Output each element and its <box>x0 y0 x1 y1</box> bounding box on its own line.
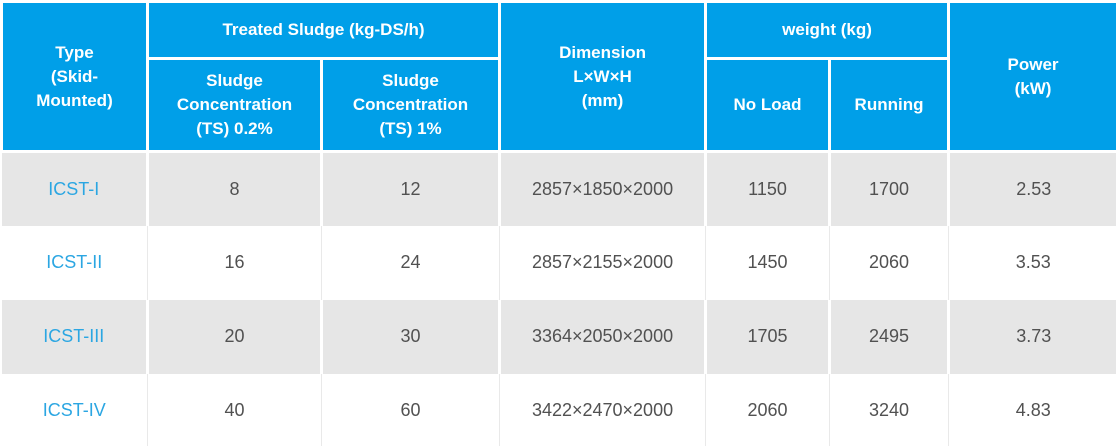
header-power: Power (kW) <box>947 0 1116 153</box>
cell-ts02: 16 <box>147 225 322 300</box>
cell-running: 1700 <box>829 151 951 226</box>
cell-dimension: 2857×2155×2000 <box>499 225 707 300</box>
cell-power: 3.73 <box>948 299 1116 374</box>
table-row-icst-2: ICST-II 16 24 2857×2155×2000 1450 2060 3… <box>1 225 1116 300</box>
cell-running: 2060 <box>829 225 950 300</box>
cell-running: 3240 <box>829 373 950 446</box>
cell-type: ICST-II <box>1 225 148 300</box>
table-body: ICST-I 8 12 2857×1850×2000 1150 1700 2.5… <box>1 151 1116 446</box>
header-treated-sludge: Treated Sludge (kg-DS/h) <box>145 0 502 60</box>
cell-running: 2495 <box>829 299 951 374</box>
cell-type: ICST-IV <box>1 373 148 446</box>
cell-ts02: 20 <box>147 299 323 374</box>
table-row-icst-3: ICST-III 20 30 3364×2050×2000 1705 2495 … <box>1 299 1116 374</box>
cell-no-load: 1705 <box>705 299 832 374</box>
cell-type: ICST-III <box>1 299 149 374</box>
header-weight: weight (kg) <box>704 0 951 60</box>
cell-power: 3.53 <box>948 225 1116 300</box>
header-sludge-concentration-02: Sludge Concentration (TS) 0.2% <box>146 57 323 153</box>
header-type: Type (Skid- Mounted) <box>0 0 149 153</box>
cell-no-load: 1150 <box>705 151 832 226</box>
cell-ts1: 12 <box>321 151 502 226</box>
cell-dimension: 2857×1850×2000 <box>499 151 708 226</box>
header-sludge-concentration-1: Sludge Concentration (TS) 1% <box>319 57 502 153</box>
header-running: Running <box>828 57 951 153</box>
table-row-icst-4: ICST-IV 40 60 3422×2470×2000 2060 3240 4… <box>1 373 1116 446</box>
cell-dimension: 3364×2050×2000 <box>499 299 708 374</box>
cell-ts1: 30 <box>321 299 502 374</box>
cell-ts1: 60 <box>321 373 501 446</box>
header-no-load: No Load <box>704 57 832 153</box>
cell-dimension: 3422×2470×2000 <box>499 373 707 446</box>
table-row-icst-1: ICST-I 8 12 2857×1850×2000 1150 1700 2.5… <box>1 151 1116 226</box>
cell-ts02: 8 <box>147 151 323 226</box>
cell-power: 2.53 <box>948 151 1116 226</box>
cell-no-load: 1450 <box>705 225 831 300</box>
table-header: Type (Skid- Mounted) Treated Sludge (kg-… <box>0 0 1116 153</box>
cell-no-load: 2060 <box>705 373 831 446</box>
cell-type: ICST-I <box>1 151 149 226</box>
cell-ts02: 40 <box>147 373 322 446</box>
cell-power: 4.83 <box>948 373 1116 446</box>
cell-ts1: 24 <box>321 225 501 300</box>
header-dimension: Dimension L×W×H (mm) <box>498 0 708 153</box>
